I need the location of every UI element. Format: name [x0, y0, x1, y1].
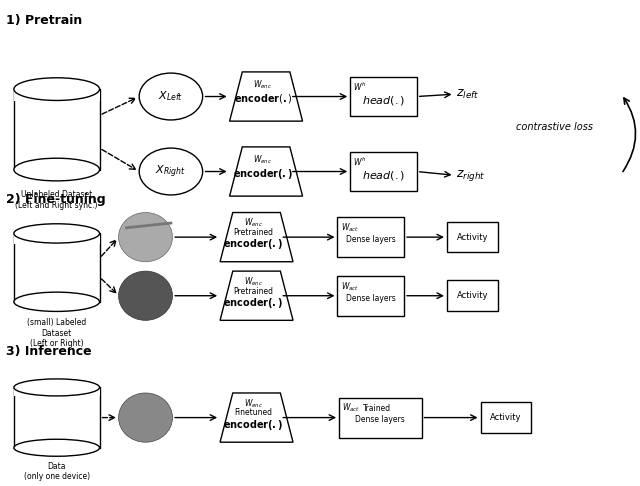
Text: contrastive loss: contrastive loss [516, 122, 593, 132]
Bar [481, 402, 531, 433]
Text: $\mathbf{encoder(.)}$: $\mathbf{encoder(.)}$ [223, 296, 284, 310]
Text: $W^{h}$: $W^{h}$ [353, 156, 367, 168]
Circle shape [139, 73, 203, 120]
Text: $W_{enc}$: $W_{enc}$ [244, 276, 263, 288]
Ellipse shape [118, 212, 173, 262]
Bar [350, 77, 417, 117]
Text: Trained: Trained [363, 404, 391, 413]
Text: 3) Inference: 3) Inference [6, 345, 92, 358]
Circle shape [139, 148, 203, 195]
Text: Pretrained: Pretrained [234, 228, 273, 237]
Text: $\mathbf{encoder\left(.\right)}$: $\mathbf{encoder\left(.\right)}$ [234, 92, 292, 105]
Text: $\it{head(.)}$: $\it{head(.)}$ [362, 169, 405, 182]
Bar [447, 280, 498, 311]
Bar [350, 152, 417, 191]
Text: Activity: Activity [456, 233, 488, 242]
Text: Data
(only one device): Data (only one device) [24, 462, 90, 481]
Text: $\mathbf{encoder(.)}$: $\mathbf{encoder(.)}$ [223, 237, 284, 251]
Bar [14, 77, 100, 101]
Text: $\mathbf{encoder(.)}$: $\mathbf{encoder(.)}$ [223, 417, 284, 432]
Text: $X_{Right}$: $X_{Right}$ [156, 163, 186, 180]
Text: 2) Fine-tuning: 2) Fine-tuning [6, 192, 106, 206]
Text: 1) Pretrain: 1) Pretrain [6, 15, 82, 28]
Bar [337, 276, 404, 315]
Bar [14, 387, 100, 448]
Ellipse shape [14, 292, 100, 312]
Polygon shape [220, 393, 293, 442]
Bar [339, 398, 422, 437]
Text: (small) Labeled
Dataset
(Left or Right): (small) Labeled Dataset (Left or Right) [27, 318, 86, 348]
Ellipse shape [14, 379, 100, 396]
Bar [337, 217, 404, 257]
Polygon shape [220, 212, 293, 262]
Text: $W^{h}$: $W^{h}$ [353, 81, 367, 93]
Text: Activity: Activity [490, 413, 522, 422]
Text: $W_{enc}$: $W_{enc}$ [244, 397, 263, 410]
Text: Dense layers: Dense layers [355, 416, 405, 424]
Bar [447, 222, 498, 252]
Ellipse shape [14, 439, 100, 456]
Polygon shape [230, 147, 303, 196]
Ellipse shape [118, 271, 173, 320]
Text: $X_{Left}$: $X_{Left}$ [158, 89, 184, 104]
Ellipse shape [14, 78, 100, 101]
Bar [14, 233, 100, 302]
Text: Activity: Activity [456, 291, 488, 300]
Polygon shape [220, 271, 293, 320]
Text: $\it{head(.)}$: $\it{head(.)}$ [362, 94, 405, 107]
Text: Unlabeled Dataset
(Left and Right sync.): Unlabeled Dataset (Left and Right sync.) [15, 190, 98, 209]
Text: Pretrained: Pretrained [234, 287, 273, 295]
Text: Dense layers: Dense layers [346, 235, 396, 244]
Text: Finetuned: Finetuned [234, 408, 273, 417]
Text: $W_{act}$: $W_{act}$ [340, 222, 358, 234]
Text: $W_{act}$: $W_{act}$ [340, 280, 358, 293]
Ellipse shape [14, 158, 100, 181]
FancyArrowPatch shape [623, 98, 636, 172]
Bar [14, 379, 100, 397]
Bar [14, 89, 100, 170]
Ellipse shape [118, 393, 173, 442]
Text: Dense layers: Dense layers [346, 294, 396, 303]
Ellipse shape [14, 224, 100, 243]
Text: $W_{enc}$: $W_{enc}$ [253, 79, 273, 91]
Text: $\mathbf{encoder(.)}$: $\mathbf{encoder(.)}$ [233, 167, 293, 181]
Text: $z_{left}$: $z_{left}$ [456, 87, 479, 101]
Text: $W_{act}$: $W_{act}$ [342, 402, 360, 415]
Text: $W_{enc}$: $W_{enc}$ [244, 217, 263, 229]
Text: $W_{enc}$: $W_{enc}$ [253, 154, 273, 166]
Text: $z_{right}$: $z_{right}$ [456, 168, 486, 183]
Polygon shape [230, 72, 303, 121]
Bar [14, 223, 100, 243]
